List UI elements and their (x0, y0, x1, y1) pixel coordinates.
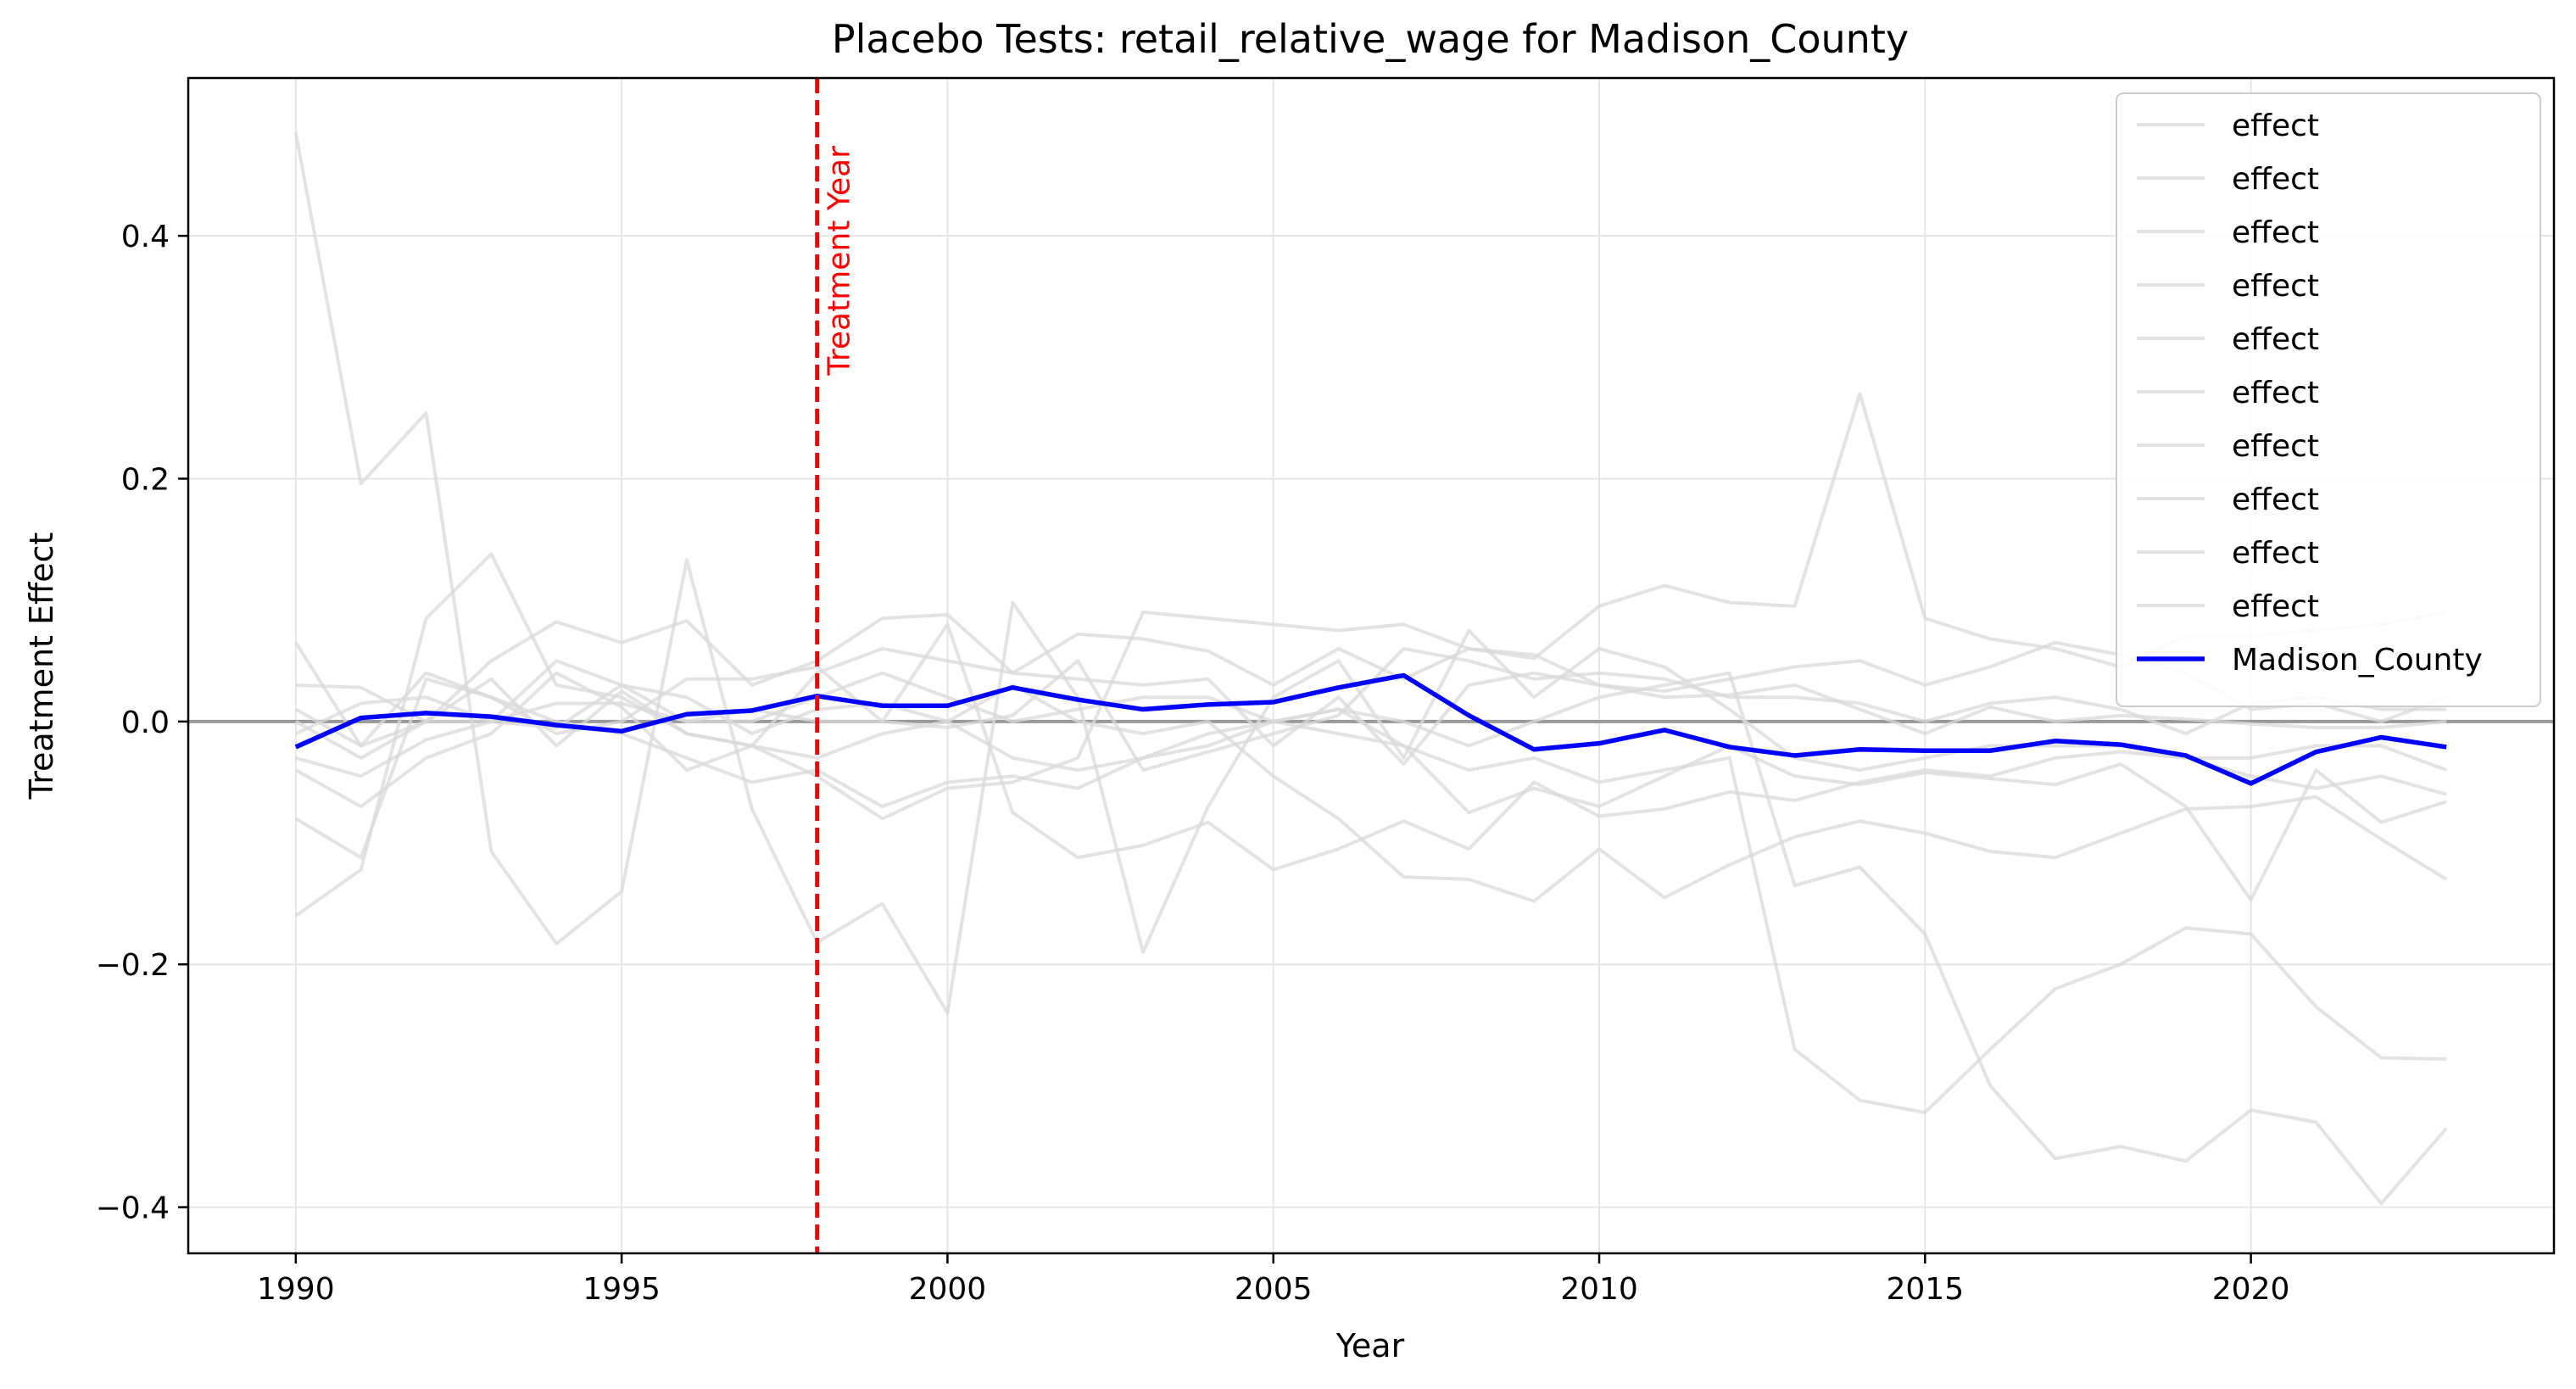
series-line-placebo-2 (294, 552, 2448, 1206)
legend: effect effect effect effect effect effect effe… (2116, 92, 2541, 707)
legend-label: effect (2232, 376, 2319, 410)
x-tick-label: 1990 (257, 1272, 335, 1307)
legend-label: effect (2232, 215, 2319, 250)
x-tick-label: 2020 (2212, 1272, 2290, 1307)
y-tick-label: −0.2 (96, 948, 170, 983)
series-lines (293, 132, 2448, 1206)
series-line-placebo-10 (294, 659, 2447, 902)
legend-label: effect (2232, 162, 2319, 197)
y-tick-label: −0.4 (96, 1191, 170, 1226)
series-line-placebo-8 (294, 611, 2447, 821)
legend-label: effect (2232, 483, 2319, 517)
chart-title: Placebo Tests: retail_relative_wage for … (832, 16, 1909, 62)
x-tick-label: 2015 (1886, 1272, 1964, 1307)
legend-label: effect (2232, 429, 2319, 464)
x-tick-label: 2010 (1560, 1272, 1638, 1307)
x-tick-label: 1995 (583, 1272, 661, 1307)
series-line-placebo-4 (294, 392, 2447, 748)
legend-label: effect (2232, 322, 2319, 357)
x-tick-label: 2000 (909, 1272, 987, 1307)
y-tick-label: 0.0 (121, 706, 170, 740)
x-axis-label: Year (1335, 1327, 1405, 1364)
series-line-placebo-3 (294, 677, 2447, 1114)
y-tick-label: 0.4 (121, 220, 170, 254)
legend-label: effect (2232, 589, 2319, 624)
plot-frame (187, 76, 2556, 1255)
legend-label: effect (2232, 109, 2319, 143)
y-axis-label: Treatment Effect (23, 533, 60, 800)
legend-box (2116, 92, 2541, 707)
legend-label: effect (2232, 536, 2319, 571)
x-axis: 1990 1995 2000 2005 2010 2015 2020 (257, 1253, 2289, 1307)
legend-label: Madison_County (2232, 643, 2483, 678)
x-tick-label: 2005 (1235, 1272, 1313, 1307)
series-line-placebo-7 (295, 622, 2447, 872)
treatment-year-label: Treatment Year (822, 146, 857, 377)
series-line-placebo-1 (293, 132, 2447, 1015)
legend-label: effect (2232, 269, 2319, 304)
series-line-madison-county (294, 672, 2447, 786)
y-axis: −0.4 −0.2 0.0 0.2 0.4 (96, 220, 188, 1226)
y-tick-label: 0.2 (121, 463, 170, 498)
series-line-placebo-9 (294, 683, 2448, 903)
